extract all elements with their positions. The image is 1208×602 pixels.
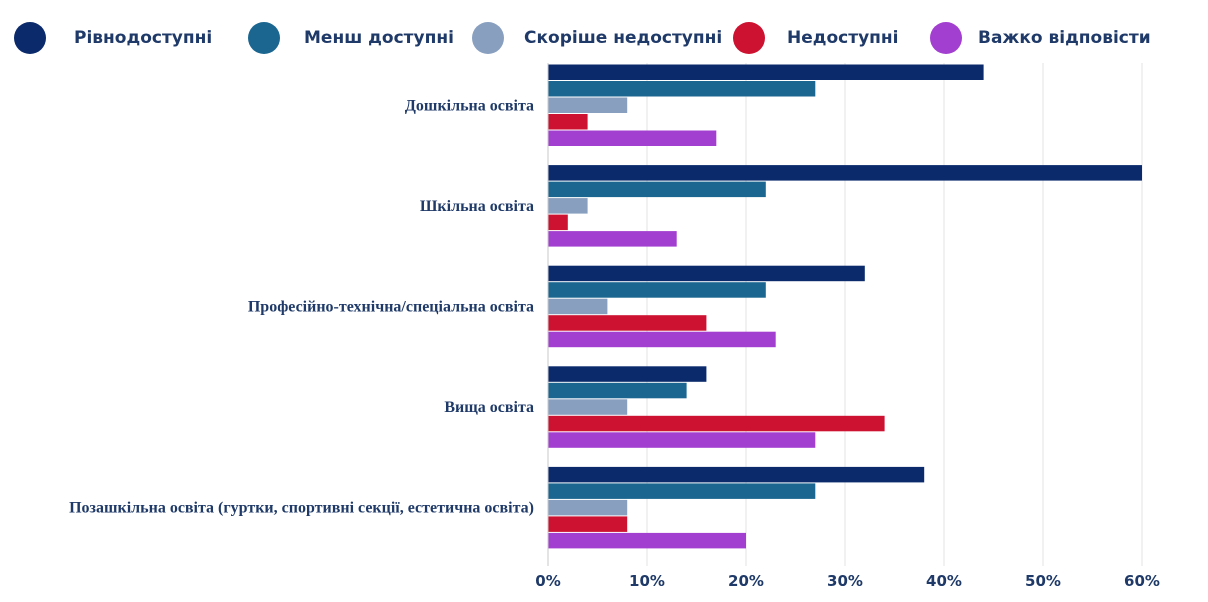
- bar-менш-доступні-3: [548, 282, 766, 298]
- x-tick-label: 30%: [827, 572, 863, 590]
- legend-label: Менш доступні: [304, 28, 454, 48]
- bar-скоріше-недоступні-2: [548, 198, 588, 214]
- bar-менш-доступні-2: [548, 181, 766, 198]
- bar-скоріше-недоступні-3: [548, 298, 608, 315]
- bar-рівнодоступні-5: [548, 466, 925, 483]
- legend-swatch: [14, 22, 46, 54]
- bar-недоступні-5: [548, 516, 628, 532]
- bar-менш-доступні-4: [548, 382, 687, 399]
- x-tick-label: 50%: [1025, 572, 1061, 590]
- bar-рівнодоступні-4: [548, 366, 707, 382]
- bar-важко-відповісти-5: [548, 532, 746, 549]
- x-tick-label: 40%: [926, 572, 962, 590]
- category-label: Вища освіта: [444, 399, 534, 416]
- bar-рівнодоступні-3: [548, 265, 865, 282]
- bar-скоріше-недоступні-4: [548, 399, 628, 415]
- legend-swatch: [930, 22, 962, 54]
- chart-legend: Рівнодоступні Менш доступні Скоріше недост…: [0, 0, 1208, 72]
- bar-менш-доступні-1: [548, 81, 816, 97]
- bar-рівнодоступні-2: [548, 165, 1142, 181]
- bar-рівнодоступні-1: [548, 64, 984, 80]
- bar-недоступні-3: [548, 315, 707, 331]
- category-label: Дошкільна освіта: [405, 97, 534, 114]
- legend-label: Рівнодоступні: [74, 28, 213, 48]
- legend-label: Недоступні: [787, 28, 899, 48]
- bar-менш-доступні-5: [548, 483, 816, 499]
- legend-swatch: [733, 22, 765, 54]
- legend-label: Скоріше недоступні: [524, 28, 723, 48]
- x-tick-label: 10%: [629, 572, 665, 590]
- x-tick-label: 0%: [535, 572, 560, 590]
- category-label: Шкільна освіта: [420, 198, 534, 215]
- bar-недоступні-2: [548, 214, 568, 231]
- bar-скоріше-недоступні-1: [548, 97, 628, 113]
- legend-swatch: [248, 22, 280, 54]
- category-label: Професійно-технічна/спеціальна освіта: [248, 298, 534, 315]
- x-tick-label: 60%: [1124, 572, 1160, 590]
- category-label: Позашкільна освіта (гуртки, спортивні се…: [69, 500, 534, 517]
- x-tick-label: 20%: [728, 572, 764, 590]
- bar-важко-відповісти-1: [548, 130, 717, 146]
- legend-label: Важко відповісти: [978, 28, 1151, 48]
- bar-важко-відповісти-2: [548, 231, 677, 247]
- bar-скоріше-недоступні-5: [548, 499, 628, 516]
- bar-важко-відповісти-3: [548, 331, 776, 348]
- bar-важко-відповісти-4: [548, 432, 816, 448]
- bar-недоступні-4: [548, 415, 885, 432]
- legend-swatch: [472, 22, 504, 54]
- bar-недоступні-1: [548, 114, 588, 130]
